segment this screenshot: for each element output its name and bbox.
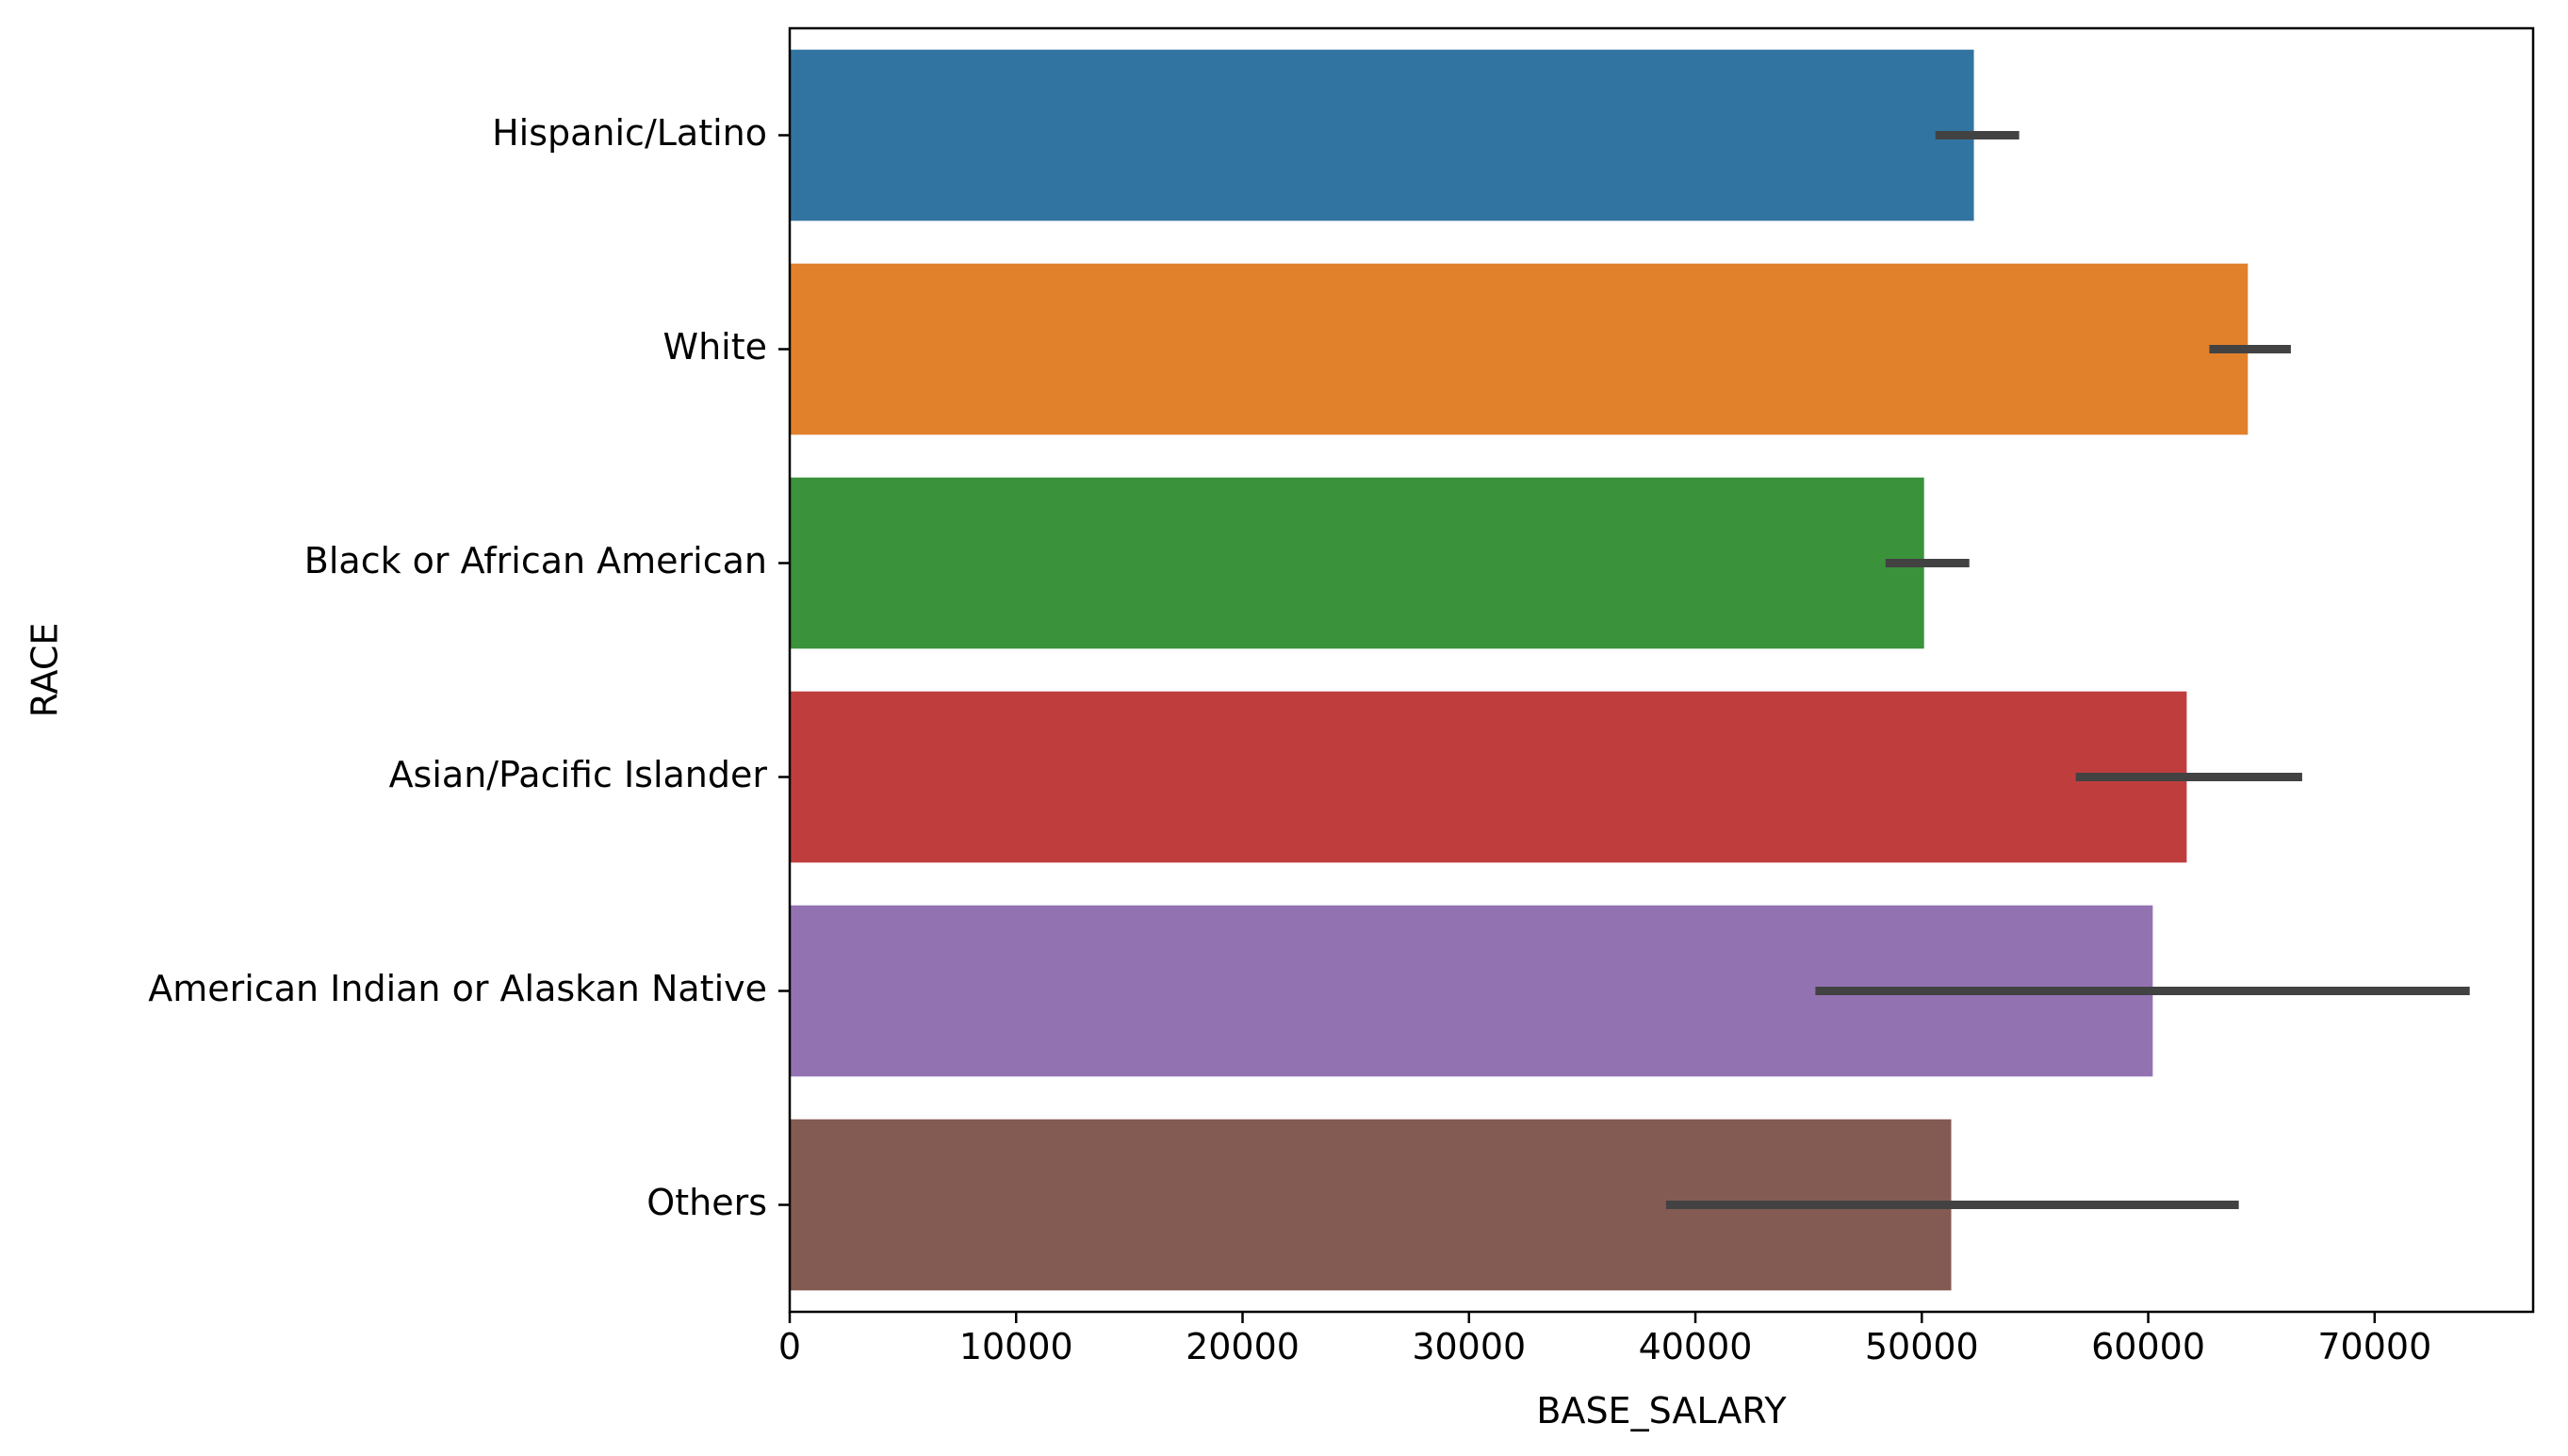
- bar-2: [790, 477, 1924, 649]
- bar-0: [790, 49, 1974, 221]
- y-axis-ticks: Hispanic/Latino White Black or African Ame…: [148, 112, 790, 1223]
- x-tick-label-0: 0: [778, 1326, 801, 1367]
- x-tick-label-5: 50000: [1865, 1326, 1979, 1367]
- bars-group: [790, 49, 2249, 1291]
- x-tick-label-1: 10000: [959, 1326, 1073, 1367]
- x-tick-label-7: 70000: [2317, 1326, 2431, 1367]
- bar-3: [790, 691, 2187, 863]
- bar-1: [790, 263, 2249, 435]
- x-tick-label-4: 40000: [1639, 1326, 1753, 1367]
- x-tick-label-3: 30000: [1412, 1326, 1526, 1367]
- error-bars-group: [1665, 131, 2470, 1209]
- y-tick-label-3: Asian/Pacific Islander: [389, 754, 768, 795]
- y-tick-label-1: White: [663, 326, 768, 368]
- x-axis-label: BASE_SALARY: [1536, 1390, 1787, 1431]
- plot-frame: [788, 26, 2535, 1314]
- y-tick-label-0: Hispanic/Latino: [492, 112, 767, 154]
- y-tick-label-5: Others: [646, 1182, 767, 1223]
- x-tick-label-6: 60000: [2091, 1326, 2205, 1367]
- x-tick-label-2: 20000: [1186, 1326, 1300, 1367]
- y-tick-label-2: Black or African American: [304, 540, 767, 581]
- y-axis-label: RACE: [25, 623, 66, 718]
- y-tick-label-4: American Indian or Alaskan Native: [148, 968, 767, 1009]
- x-axis-ticks: 0 10000 20000 30000 40000 50000 60000 70000: [778, 1312, 2431, 1367]
